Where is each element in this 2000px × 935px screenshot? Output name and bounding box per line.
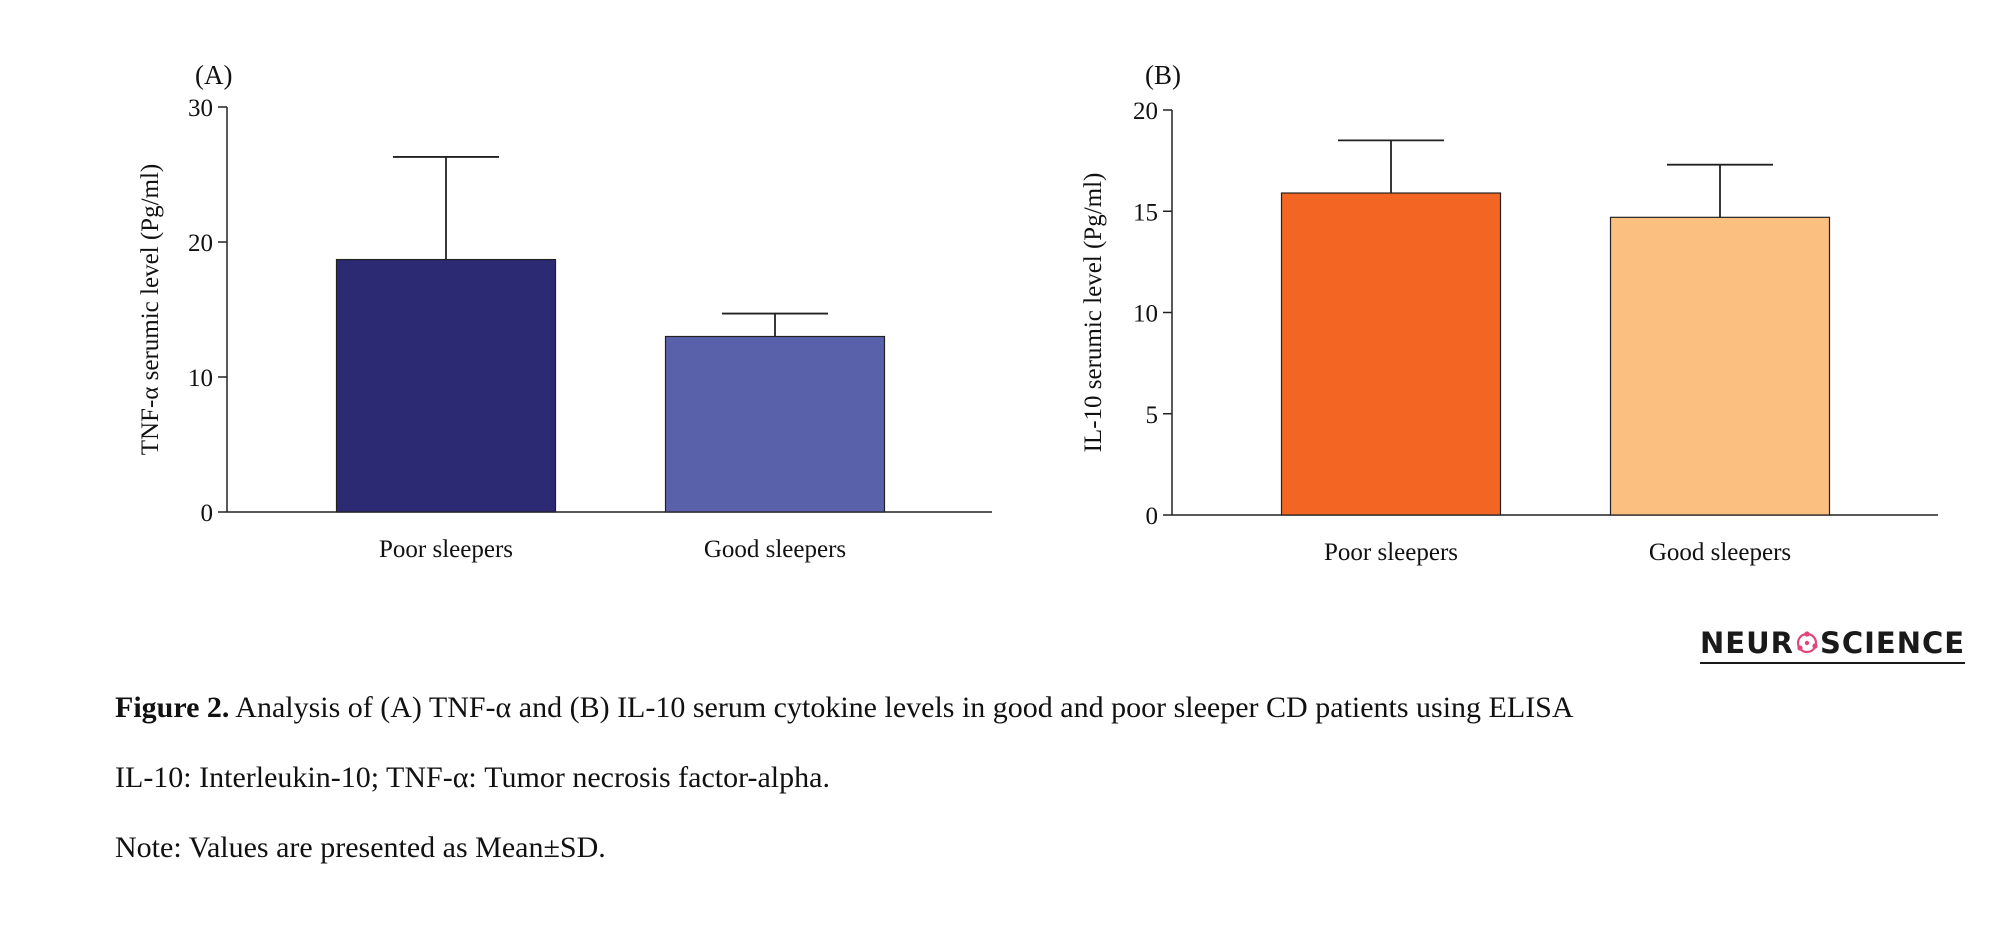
chart-b-ytick-label: 0	[1146, 503, 1159, 530]
chart-a-category-label: Poor sleepers	[379, 536, 513, 563]
chart-a-category-label: Good sleepers	[704, 536, 846, 563]
chart-b-y-axis-title: IL-10 serumic level (Pg/ml)	[1080, 173, 1107, 453]
chart-a-ytick-label: 0	[201, 500, 214, 527]
chart-b-ytick-label: 15	[1133, 199, 1158, 226]
chart-b-bar	[1609, 216, 1831, 516]
chart-a-ytick-label: 10	[188, 365, 213, 392]
figure-label: Figure 2.	[115, 691, 230, 724]
chart-b-ytick-label: 5	[1146, 402, 1159, 429]
chart-b-bar	[1280, 192, 1502, 516]
chart-b-panel-label: (B)	[1145, 60, 1181, 90]
chart-b-category-label: Good sleepers	[1649, 539, 1791, 566]
chart-b-category-label: Poor sleepers	[1324, 539, 1458, 566]
neuron-network-icon	[1796, 631, 1818, 654]
chart-a-ytick-label: 30	[188, 95, 213, 122]
abbreviations-line: IL-10: Interleukin-10; TNF-α: Tumor necr…	[115, 761, 830, 794]
chart-a-ytick-label: 20	[188, 230, 213, 257]
figure-caption-text: Analysis of (A) TNF-α and (B) IL-10 seru…	[229, 691, 1574, 724]
figure-charts: (A) 0 10 20 30 TNF-α serumic level (Pg/ml) Poo…	[137, 60, 1938, 566]
neuroscience-logo: NEUR SCIENCE	[1700, 626, 1966, 666]
chart-a-y-axis-title: TNF-α serumic level (Pg/ml)	[137, 164, 164, 456]
figure-caption: Figure 2. Analysis of (A) TNF-α and (B) …	[115, 690, 1574, 726]
chart-b-ytick-label: 20	[1133, 98, 1158, 125]
logo-text-left: NEUR	[1700, 626, 1794, 660]
logo-text-right: SCIENCE	[1819, 626, 1966, 660]
chart-a-bar	[335, 258, 557, 513]
chart-a-panel-label: (A)	[195, 60, 232, 90]
note-line: Note: Values are presented as Mean±SD.	[115, 831, 606, 864]
chart-b-ytick-label: 10	[1133, 301, 1158, 328]
chart-a-bar	[664, 335, 886, 513]
